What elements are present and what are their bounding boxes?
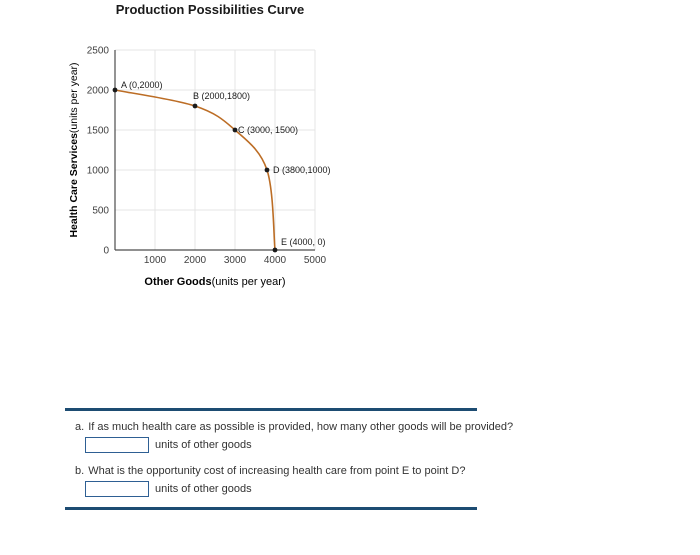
answer-a-row: units of other goods: [85, 437, 252, 453]
x-tick-label: 4000: [264, 255, 287, 266]
chart-title: Production Possibilities Curve: [115, 2, 305, 17]
question-b: b. What is the opportunity cost of increa…: [75, 465, 465, 477]
divider-bottom: [65, 507, 477, 510]
data-point: [264, 167, 270, 173]
x-tick-label: 5000: [304, 255, 327, 266]
question-a: a. If as much health care as possible is …: [75, 421, 513, 433]
x-tick-label: 2000: [184, 255, 207, 266]
answer-b-input[interactable]: [85, 481, 149, 497]
data-point: [272, 247, 278, 253]
point-label: B (2000,1800): [193, 91, 250, 101]
data-point: [112, 87, 118, 93]
point-label: C (3000, 1500): [238, 125, 298, 135]
questions-section: a. If as much health care as possible is …: [65, 408, 513, 512]
data-point: [232, 127, 238, 133]
point-label: A (0,2000): [121, 80, 163, 90]
answer-a-unit: units of other goods: [155, 439, 252, 451]
answer-b-unit: units of other goods: [155, 483, 252, 495]
y-tick-label: 500: [92, 206, 109, 217]
y-axis-label: Health Care Services(units per year): [68, 62, 80, 237]
x-axis-label: Other Goods(units per year): [144, 276, 285, 288]
question-a-label: a.: [75, 421, 85, 433]
question-a-text: If as much health care as possible is pr…: [88, 421, 514, 433]
x-tick-label: 1000: [144, 255, 167, 266]
answer-a-input[interactable]: [85, 437, 149, 453]
point-label: E (4000, 0): [281, 237, 326, 247]
y-tick-label: 1500: [87, 126, 110, 137]
divider-top: [65, 408, 477, 411]
ppc-plot: 1000 2000 3000 4000 5000 0 500 1000 1500 2000 2500…: [68, 46, 331, 289]
answer-b-row: units of other goods: [85, 481, 252, 497]
data-point: [192, 103, 198, 109]
point-label: D (3800,1000): [273, 165, 331, 175]
question-b-text: What is the opportunity cost of increasi…: [88, 465, 466, 477]
x-tick-label: 3000: [224, 255, 247, 266]
y-tick-label: 2500: [87, 46, 110, 57]
y-tick-label: 2000: [87, 86, 110, 97]
y-tick-label: 1000: [87, 166, 110, 177]
question-b-label: b.: [75, 465, 85, 477]
y-tick-label: 0: [103, 246, 109, 257]
